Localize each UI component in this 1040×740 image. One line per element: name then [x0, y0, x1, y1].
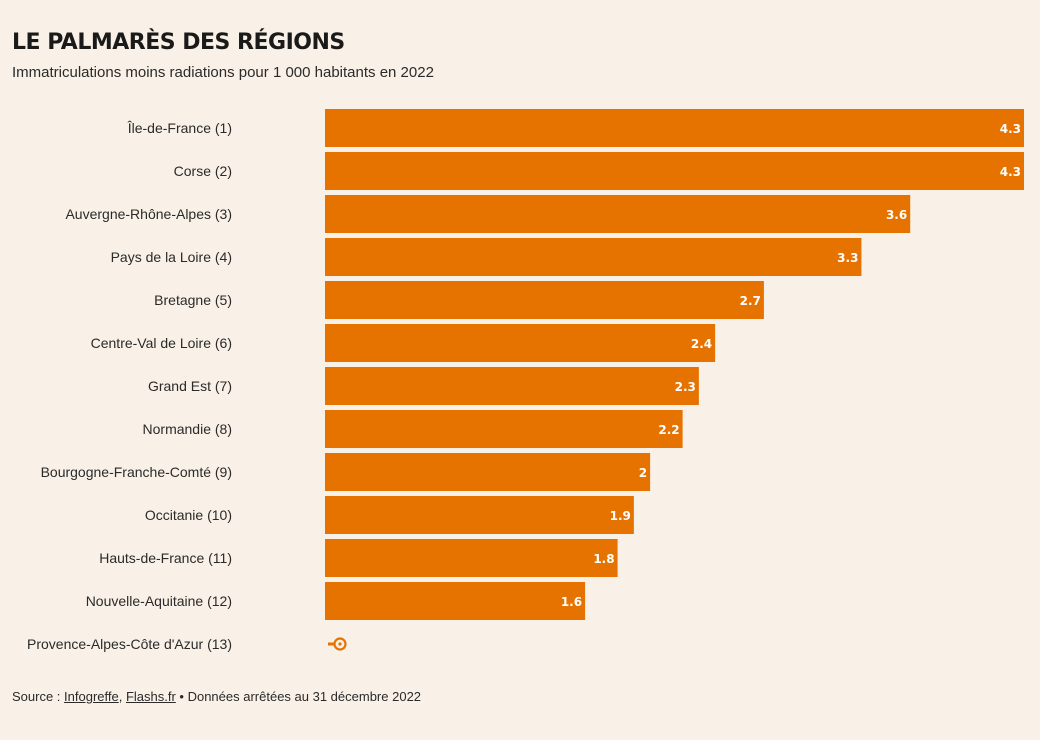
- bar: [325, 324, 716, 362]
- bar: [325, 109, 1024, 147]
- bar: [325, 281, 764, 319]
- value-label: 4.3: [1000, 165, 1021, 179]
- bar: [325, 410, 683, 448]
- category-label: Provence-Alpes-Côte d'Azur (13): [27, 636, 232, 652]
- key-icon: [328, 637, 347, 651]
- source-note: Source : Infogreffe, Flashs.fr • Données…: [12, 689, 421, 704]
- value-label: 2: [639, 466, 647, 480]
- source-prefix: Source :: [12, 689, 65, 704]
- bar: [325, 367, 699, 405]
- bar: [325, 496, 634, 534]
- value-label: 2.7: [740, 294, 761, 308]
- category-label: Île-de-France (1): [127, 120, 232, 136]
- category-label: Hauts-de-France (11): [99, 550, 232, 566]
- value-label: 1.9: [610, 509, 631, 523]
- value-label: 3.3: [837, 251, 858, 265]
- value-label: 2.2: [658, 423, 679, 437]
- bar: [325, 582, 586, 620]
- bar-chart: Île-de-France (1) 4.3 Corse (2) 4.3 Auvergne…: [27, 109, 1024, 652]
- value-label: 3.6: [886, 208, 907, 222]
- value-label: 4.3: [1000, 122, 1021, 136]
- category-label: Occitanie (10): [145, 507, 232, 523]
- category-label: Grand Est (7): [148, 378, 232, 394]
- bar: [325, 453, 651, 491]
- category-label: Centre-Val de Loire (6): [91, 335, 232, 351]
- chart-title: LE PALMARÈS DES RÉGIONS: [12, 30, 345, 55]
- bar: [325, 539, 618, 577]
- category-label: Corse (2): [174, 163, 232, 179]
- source-link-flashs[interactable]: Flashs.fr: [125, 689, 176, 704]
- value-label: 1.8: [593, 552, 614, 566]
- source-separator: ,: [118, 689, 126, 704]
- bar: [325, 195, 911, 233]
- value-label: 2.4: [691, 337, 712, 351]
- category-label: Nouvelle-Aquitaine (12): [86, 593, 232, 609]
- value-label: 2.3: [675, 380, 696, 394]
- category-label: Normandie (8): [143, 421, 232, 437]
- chart-subtitle: Immatriculations moins radiations pour 1…: [12, 64, 434, 81]
- value-label: 1.6: [561, 595, 582, 609]
- category-label: Bourgogne-Franche-Comté (9): [41, 464, 232, 480]
- source-suffix: • Données arrêtées au 31 décembre 2022: [175, 689, 422, 704]
- category-label: Auvergne-Rhône-Alpes (3): [65, 206, 232, 222]
- category-label: Bretagne (5): [154, 292, 232, 308]
- category-label: Pays de la Loire (4): [111, 249, 232, 265]
- source-link-infogreffe[interactable]: Infogreffe: [64, 689, 119, 704]
- bar: [325, 238, 862, 276]
- bar: [325, 152, 1024, 190]
